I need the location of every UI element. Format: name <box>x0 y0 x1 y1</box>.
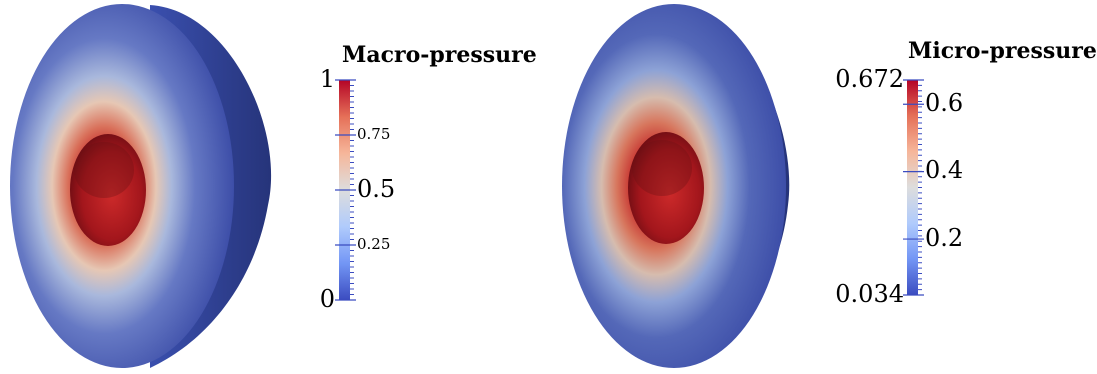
colorbar-tick-label: 0 <box>319 284 335 313</box>
colorbar-tick-label: 0.2 <box>925 223 964 252</box>
colorbar-tick-label: 0.75 <box>357 124 391 143</box>
colorbar-tick-label: 0.5 <box>357 174 396 203</box>
micro-colorbar <box>903 79 924 296</box>
colorbar-tick-label: 0.4 <box>925 156 964 185</box>
macro-pressure-panel: Macro-pressure 1 0.75 0.5 0.25 0 <box>0 0 548 374</box>
colorbar-title: Macro-pressure <box>342 42 537 68</box>
colorbar-tick-label: 0.672 <box>835 64 904 93</box>
colorbar-tick-label: 0.25 <box>357 234 391 253</box>
colorbar-tick-label: 0.6 <box>925 89 964 118</box>
colorbar-tick-label: 1 <box>319 64 335 93</box>
micro-pressure-panel: Micro-pressure 0.672 0.6 0.4 0.2 0.034 <box>548 0 1097 374</box>
macro-colorbar <box>335 79 356 301</box>
colorbar-title: Micro-pressure <box>908 38 1097 64</box>
micro-hemisphere-render <box>562 4 790 368</box>
colorbar-tick-label: 0.034 <box>835 279 904 308</box>
macro-hemisphere-render <box>10 4 272 368</box>
colorbar-gradient <box>907 80 918 295</box>
